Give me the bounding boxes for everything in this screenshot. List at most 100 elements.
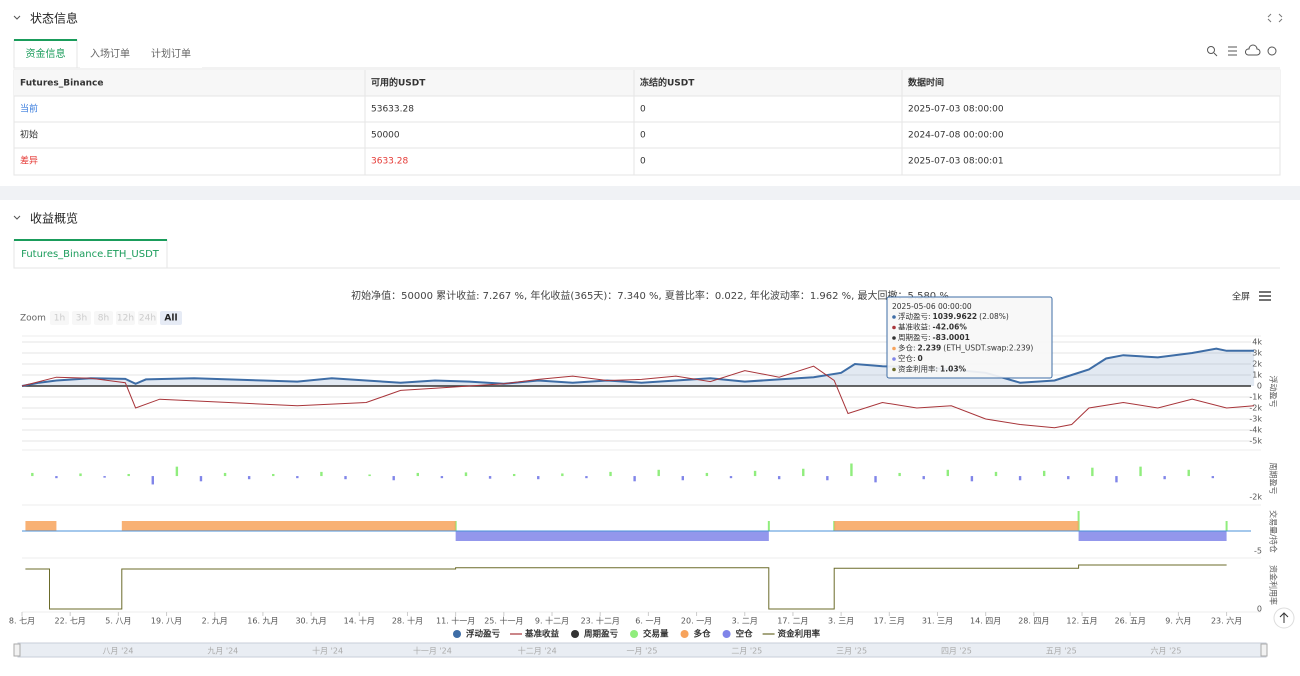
zoom-button-label[interactable]: 24h [139, 314, 156, 324]
section-title: 状态信息 [30, 11, 78, 26]
bar [55, 476, 58, 479]
y-tick-label: 0 [1257, 382, 1262, 391]
tooltip-value: 1039.9622 [933, 312, 978, 321]
tab[interactable] [80, 40, 140, 68]
tab[interactable] [140, 40, 202, 68]
legend-label[interactable]: 交易量 [643, 629, 669, 640]
tooltip-value: -83.0001 [933, 333, 970, 342]
tooltip-bullet [892, 315, 896, 319]
zoom-button-label[interactable]: 8h [98, 314, 109, 324]
position-block [121, 521, 456, 531]
tooltip-label: 浮动盈亏: [898, 311, 931, 321]
list-icon[interactable] [1228, 46, 1237, 56]
zoom-button[interactable] [116, 311, 135, 325]
x-tick-label: 5. 八月 [105, 617, 131, 626]
search-icon[interactable] [1207, 46, 1215, 54]
bar [272, 473, 275, 477]
search-icon[interactable] [1213, 52, 1218, 57]
bar [296, 476, 299, 479]
bar [850, 463, 853, 477]
y-tick-label: 2k [1252, 360, 1262, 369]
tab-label[interactable]: 入场订单 [90, 47, 130, 60]
zoom-button-label[interactable]: 1h [54, 314, 65, 324]
tab-label[interactable]: Futures_Binance.ETH_USDT [21, 249, 160, 260]
legend-label[interactable]: 空仓 [736, 629, 754, 640]
tooltip-bullet [892, 346, 896, 351]
bar [729, 476, 733, 479]
menu-icon[interactable] [1259, 291, 1271, 301]
zoom-label: Zoom [20, 314, 46, 324]
legend-symbol[interactable] [722, 630, 731, 638]
fullscreen[interactable]: 全屏 [1232, 291, 1250, 303]
x-tick-label: 8. 七月 [9, 617, 35, 626]
bar [633, 476, 636, 482]
bar [151, 476, 154, 485]
cloud-icon[interactable] [1244, 44, 1261, 56]
bar [585, 476, 588, 479]
zoom-button-label[interactable]: All [164, 314, 177, 324]
table-header: 可用的USDT [371, 77, 426, 89]
tab-label[interactable]: 资金信息 [26, 47, 66, 60]
navigator-label: 十月 '24 [312, 646, 343, 656]
summary: 初始净值：50000 累计收益: 7.267 %, 年化收益(365天)：7.3… [351, 289, 949, 302]
zoom-button[interactable] [160, 311, 182, 325]
zoom-button[interactable] [72, 311, 91, 325]
bar [922, 476, 925, 480]
bar [103, 476, 106, 478]
legend-label[interactable]: 基准收益 [524, 629, 560, 640]
bar [1042, 470, 1046, 477]
x-tick-label: 28. 四月 [1018, 617, 1049, 626]
x-tick-label: 28. 十月 [392, 616, 423, 626]
collapse-icon[interactable] [13, 215, 21, 220]
legend-symbol[interactable] [630, 630, 639, 638]
section-title: 收益概览 [30, 211, 78, 226]
x-tick-label: 23. 十二月 [581, 616, 620, 626]
y-tick-label: -2k [1249, 404, 1262, 413]
legend-label[interactable]: 浮动盈亏 [466, 629, 501, 640]
tooltip [886, 296, 1053, 379]
tooltip-value: 0 [918, 354, 923, 363]
tooltip-label: 空仓: [898, 353, 916, 363]
bar [802, 468, 805, 477]
bar [368, 474, 371, 477]
expand-icon[interactable] [1267, 13, 1283, 23]
table-cell: 2025-07-03 08:00:00 [908, 105, 1004, 115]
legend-symbol[interactable] [453, 630, 461, 638]
x-tick-label: 14. 十月 [344, 616, 375, 626]
legend-symbol[interactable] [680, 630, 689, 638]
navigator-handle[interactable] [13, 643, 21, 657]
zoom-button-label[interactable]: 12h [117, 314, 134, 324]
legend-symbol[interactable] [571, 630, 580, 638]
table-header-bg [14, 70, 1280, 96]
collapse-icon[interactable] [13, 15, 21, 20]
settings-icon[interactable] [1267, 46, 1277, 56]
x-tick-label: 2. 九月 [202, 617, 228, 626]
x-tick-label: 30. 九月 [295, 617, 326, 626]
bar [753, 470, 757, 477]
x-tick-label: 26. 五月 [1115, 617, 1146, 626]
navigator-handle[interactable] [1260, 643, 1268, 657]
area [22, 348, 1255, 386]
volume-bar [1225, 521, 1228, 531]
tooltip-label: 周期盈亏: [898, 333, 931, 342]
navigator-label: 五月 '25 [1046, 647, 1077, 656]
legend-label[interactable]: 周期盈亏 [584, 629, 619, 640]
x-tick-label: 23. 六月 [1211, 616, 1242, 626]
volume-bar [767, 521, 770, 531]
bar [1211, 476, 1215, 479]
legend-label[interactable]: 资金利用率 [778, 629, 821, 640]
table-cell: 50000 [371, 131, 400, 141]
y-tick-label: -1k [1249, 393, 1262, 402]
zoom-button[interactable] [138, 311, 157, 325]
x-tick-label: 11. 十一月 [436, 616, 475, 626]
toolbar [1207, 44, 1277, 57]
x-tick-label: 3. 三月 [828, 617, 854, 626]
tab-label[interactable]: 计划订单 [151, 47, 191, 60]
zoom-button-label[interactable]: 3h [76, 314, 87, 324]
zoom-button[interactable] [94, 311, 113, 325]
x-tick-label: 19. 八月 [151, 617, 182, 626]
zoom-button[interactable] [50, 311, 69, 325]
legend-label[interactable]: 多仓 [694, 629, 712, 640]
tab[interactable] [13, 39, 78, 69]
